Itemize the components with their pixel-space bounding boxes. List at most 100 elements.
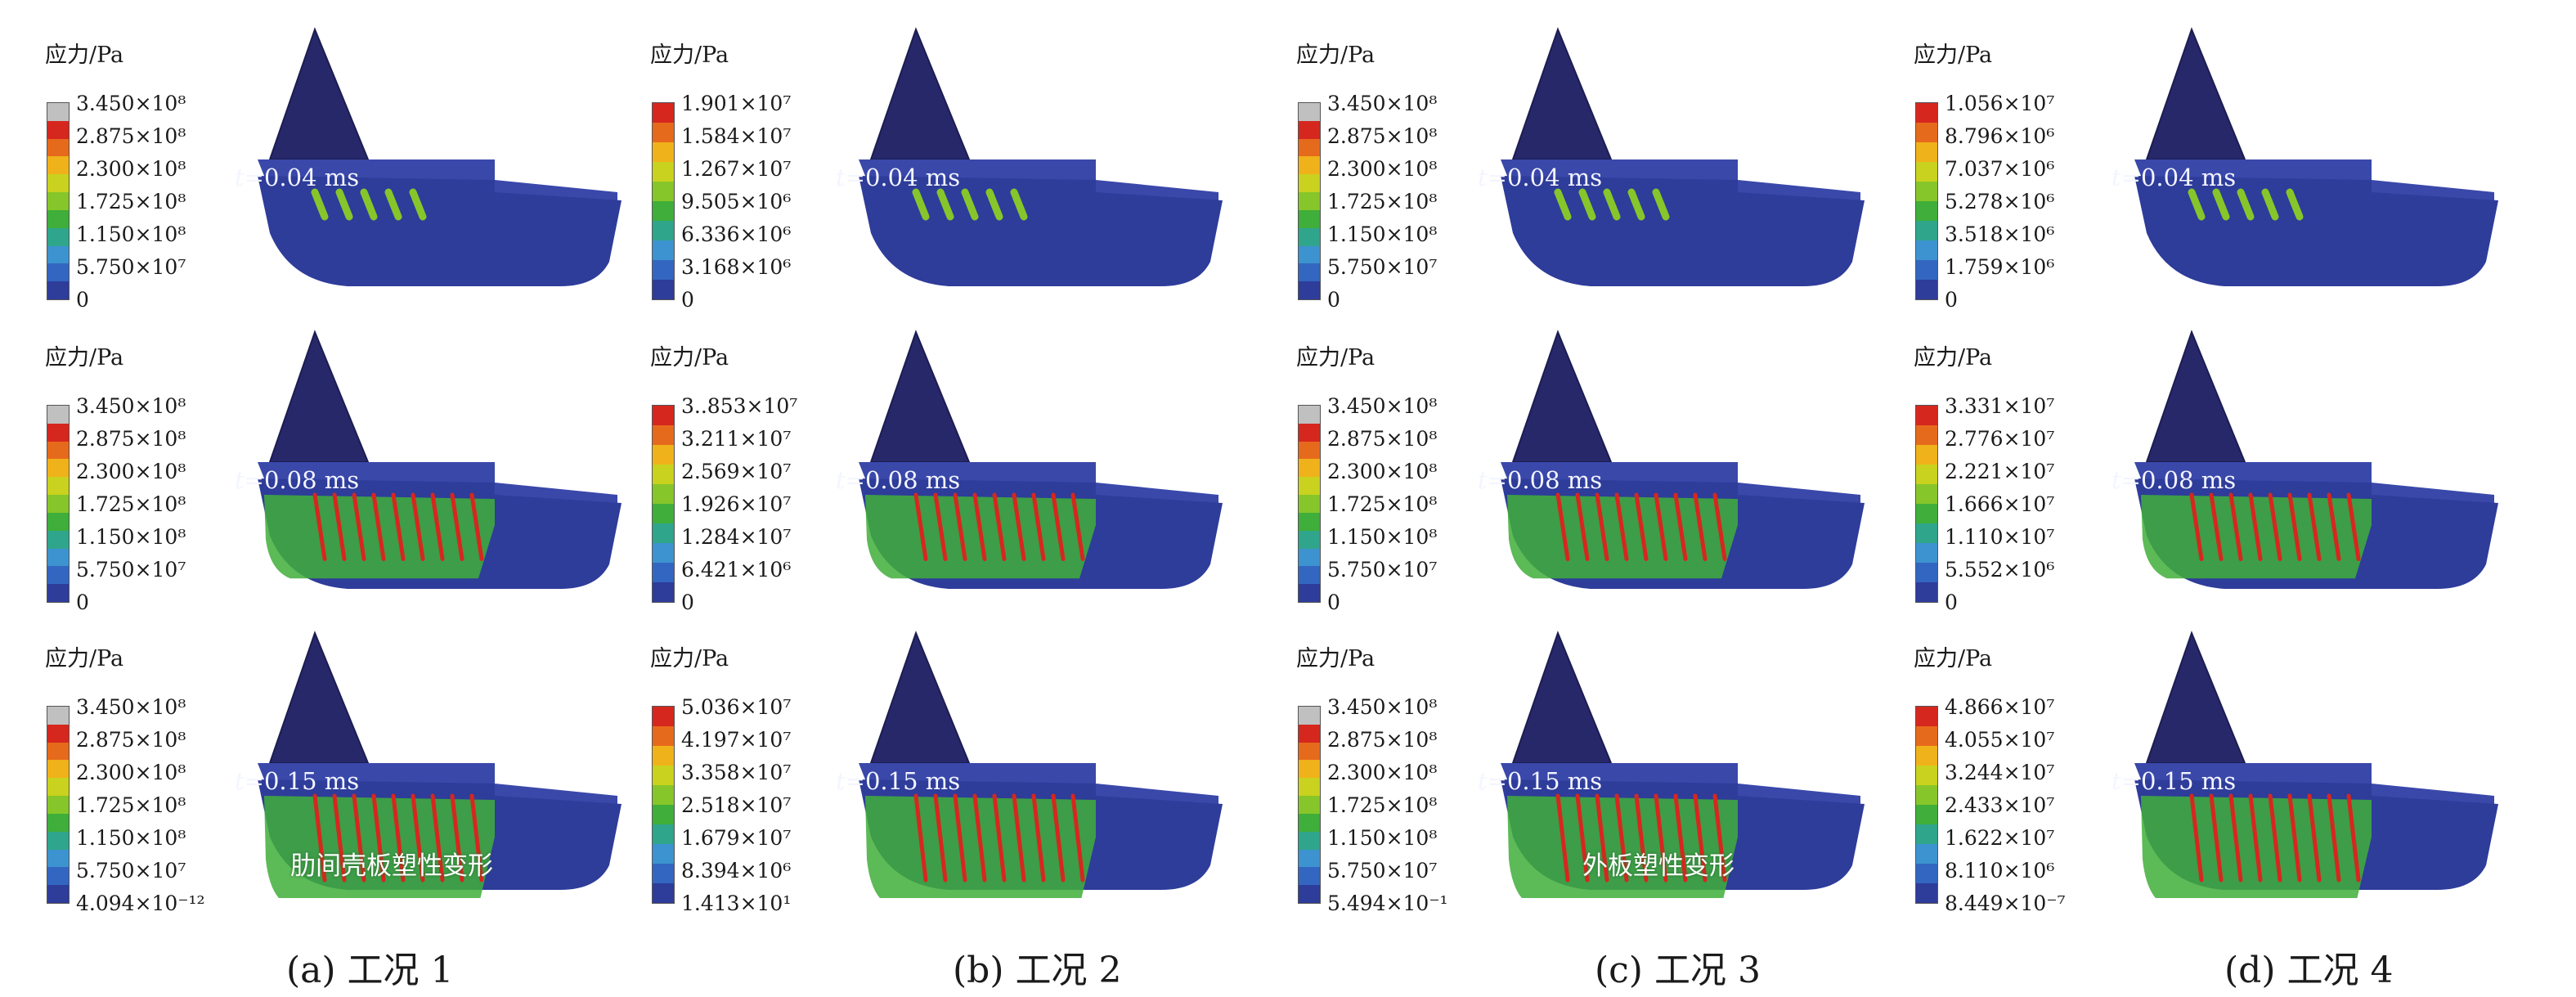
legend-color-segment [653, 707, 674, 726]
legend-tick-label: 5.494×10⁻¹ [1327, 891, 1448, 915]
legend-tick-label: 1.413×10¹ [681, 891, 792, 915]
legend-tick-label: 1.926×10⁷ [681, 492, 792, 516]
legend-tick-label: 9.505×10⁶ [681, 190, 792, 213]
legend-color-segment [653, 582, 674, 602]
rib-stress-stripe [1554, 188, 1572, 221]
time-equals: = [2120, 164, 2141, 191]
legend-color-segment [653, 844, 674, 864]
legend-color-segment [47, 707, 69, 725]
rib-stress-stripe [933, 793, 948, 882]
legend-color-segment [47, 477, 69, 496]
legend-color-segment [47, 867, 69, 886]
legend-color-segment [1916, 201, 1937, 221]
legend-color-segment [1299, 156, 1320, 175]
legend-color-segment [1916, 844, 1937, 864]
legend-tick-label: 2.875×10⁸ [76, 124, 186, 148]
legend-color-segment [1916, 221, 1937, 240]
legend-color-bar [47, 405, 70, 603]
hull-fin [268, 631, 370, 764]
legend-tick-label: 4.055×10⁷ [1945, 728, 2055, 752]
legend-tick-label: 1.725×10⁸ [76, 793, 186, 817]
legend-tick-label: 1.759×10⁶ [1945, 255, 2055, 279]
rib-stress-stripe [1031, 492, 1046, 561]
legend-color-segment [47, 192, 69, 210]
time-label: t=0.08 ms [836, 466, 960, 494]
legend-tick-label: 1.150×10⁸ [76, 222, 186, 246]
legend-tick-label: 5.750×10⁷ [1327, 255, 1438, 279]
legend-color-segment [1916, 523, 1937, 543]
legend-tick-label: 4.197×10⁷ [681, 728, 792, 752]
rib-stress-stripe [332, 793, 347, 882]
rib-stress-stripe [2228, 492, 2243, 561]
time-label: t=0.15 ms [2112, 767, 2236, 795]
time-equals: = [1487, 767, 1507, 795]
legend-color-segment [1299, 778, 1320, 797]
legend-color-segment [47, 281, 69, 299]
legend-color-segment [653, 162, 674, 182]
legend-color-segment [1916, 465, 1937, 484]
hull-fin [1511, 330, 1613, 463]
rib-stress-stripe [2188, 188, 2206, 221]
legend-color-segment [653, 221, 674, 240]
time-value: 0.15 ms [263, 767, 360, 795]
legend-tick-label: 1.150×10⁸ [1327, 826, 1438, 850]
hull-fin [869, 631, 971, 764]
legend-color-segment [1916, 504, 1937, 523]
legend-color-segment [47, 512, 69, 531]
legend-color-segment [653, 182, 674, 201]
time-value: 0.08 ms [864, 466, 961, 494]
legend-tick-label: 0 [1327, 288, 1340, 312]
rib-stress-stripe [1555, 793, 1570, 882]
legend-tick-label: 1.110×10⁷ [1945, 525, 2055, 549]
legend-color-segment [1299, 120, 1320, 139]
legend-color-segment [1299, 209, 1320, 228]
legend-color-segment [653, 883, 674, 903]
legend-color-segment [1299, 813, 1320, 832]
time-value: 0.15 ms [1506, 767, 1603, 795]
time-label: t=0.04 ms [836, 164, 960, 191]
legend-color-bar [47, 102, 70, 300]
rib-stress-stripe [469, 492, 484, 561]
legend-color-segment [653, 805, 674, 824]
legend-tick-label: 4.866×10⁷ [1945, 695, 2055, 719]
hull-fin [869, 27, 971, 160]
hull-stress-contour [258, 27, 622, 286]
subfigure-caption: (c) 工况 3 [1595, 950, 1761, 991]
hull-stress-contour [258, 631, 622, 898]
rib-stress-stripe [2248, 793, 2263, 882]
legend-color-segment [1916, 280, 1937, 299]
legend-tick-label: 7.037×10⁶ [1945, 157, 2055, 181]
legend-tick-label: 2.300×10⁸ [76, 157, 186, 181]
time-value: 0.04 ms [2140, 164, 2237, 191]
rib-stress-stripe [1051, 492, 1066, 561]
legend-tick-label: 4.094×10⁻¹² [76, 891, 205, 915]
legend-tick-label: 2.518×10⁷ [681, 793, 792, 817]
time-symbol: t [836, 466, 846, 494]
legend-color-segment [1916, 103, 1937, 123]
rib-stress-stripe [1031, 793, 1046, 882]
legend-color-segment [1916, 543, 1937, 563]
rib-stress-stripe [992, 492, 1007, 561]
legend-tick-label: 1.150×10⁸ [1327, 222, 1438, 246]
legend-color-segment [1299, 227, 1320, 246]
time-label: t=0.04 ms [2112, 164, 2236, 191]
legend-color-bar [652, 405, 675, 603]
hull-stress-contour [258, 330, 622, 589]
legend-color-segment [653, 280, 674, 299]
rib-stress-stripe [391, 793, 406, 882]
time-value: 0.15 ms [864, 767, 961, 795]
legend-color-segment [1299, 831, 1320, 850]
rib-stress-stripe [1555, 492, 1570, 561]
legend-tick-label: 1.267×10⁷ [681, 157, 792, 181]
hull-stress-contour [1501, 631, 1865, 898]
hull-stress-contour [859, 27, 1223, 286]
legend-color-segment [1916, 805, 1937, 824]
rib-stress-stripe [371, 793, 386, 882]
time-symbol: t [235, 767, 245, 795]
legend-color-segment [653, 543, 674, 563]
rib-stress-stripe [2307, 492, 2322, 561]
legend-tick-label: 3.450×10⁸ [1327, 394, 1438, 418]
legend-color-segment [47, 103, 69, 121]
legend-color-segment [1299, 885, 1320, 903]
legend-color-segment [1299, 406, 1320, 424]
